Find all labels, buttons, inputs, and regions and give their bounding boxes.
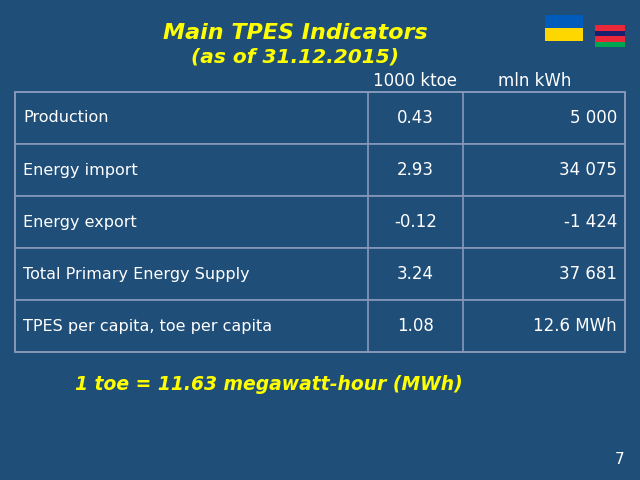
Text: Production: Production	[23, 110, 109, 125]
Bar	[595, 25, 625, 31]
Bar	[15, 196, 625, 248]
Bar	[15, 92, 625, 352]
Text: 0.43: 0.43	[397, 109, 434, 127]
Text: Total Primary Energy Supply: Total Primary Energy Supply	[23, 266, 250, 281]
Text: 7: 7	[615, 453, 625, 468]
Text: -1 424: -1 424	[564, 213, 617, 231]
Text: 3.24: 3.24	[397, 265, 434, 283]
Text: 37 681: 37 681	[559, 265, 617, 283]
Bar	[595, 31, 625, 36]
Text: 1.08: 1.08	[397, 317, 434, 335]
Text: Energy import: Energy import	[23, 163, 138, 178]
Text: 2.93: 2.93	[397, 161, 434, 179]
Text: Main TPES Indicators: Main TPES Indicators	[163, 23, 428, 43]
Bar	[15, 300, 625, 352]
Bar	[15, 248, 625, 300]
Bar	[545, 15, 583, 28]
Text: (as of 31.12.2015): (as of 31.12.2015)	[191, 48, 399, 67]
Text: 1000 ktoe: 1000 ktoe	[373, 72, 457, 90]
Bar	[595, 41, 625, 47]
Bar	[595, 36, 625, 41]
Text: 5 000: 5 000	[570, 109, 617, 127]
Bar	[545, 28, 583, 41]
Text: mln kWh: mln kWh	[499, 72, 572, 90]
Text: 34 075: 34 075	[559, 161, 617, 179]
Text: 1 toe = 11.63 megawatt-hour (MWh): 1 toe = 11.63 megawatt-hour (MWh)	[75, 375, 463, 395]
Bar	[15, 92, 625, 144]
Text: -0.12: -0.12	[394, 213, 437, 231]
Text: TPES per capita, toe per capita: TPES per capita, toe per capita	[23, 319, 272, 334]
Text: 12.6 MWh: 12.6 MWh	[533, 317, 617, 335]
Text: Energy export: Energy export	[23, 215, 137, 229]
Bar	[15, 144, 625, 196]
